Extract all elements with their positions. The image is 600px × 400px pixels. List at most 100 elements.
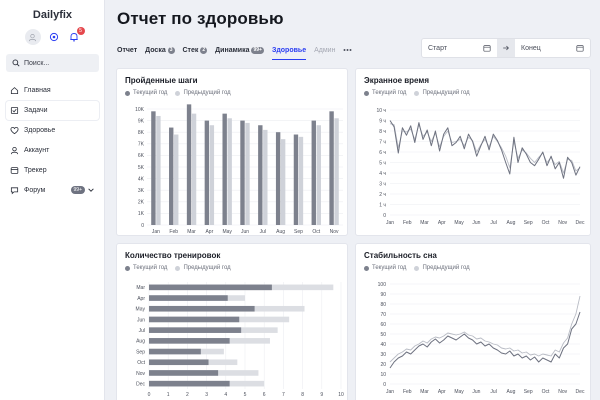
legend-previous: Предыдущий год [414,90,470,96]
y-tick-label: Jul [139,328,145,334]
tab-stack[interactable]: Стек 2 [183,43,208,57]
y-tick-label: 5K [138,165,145,171]
x-tick-label: 7 [282,392,285,398]
y-tick-label: 10 [380,372,386,378]
x-tick-label: 1 [167,392,170,398]
bar-current [149,359,209,366]
sidebar-item-label: Здоровье [24,127,56,134]
bar-current [149,284,272,291]
y-tick-label: Mar [136,285,145,291]
end-date-placeholder: Конец [521,44,541,52]
chart-title: Экранное время [364,76,429,85]
x-tick-label: Nov [330,229,339,235]
tab-bar: Отчет Доска 3 Стек 2 Динамика 99+ Здоровье … [117,43,352,60]
bar-current [186,104,192,225]
y-tick-label: Oct [137,360,145,366]
x-tick-label: Aug [276,229,285,235]
x-tick-label: Feb [403,389,412,395]
sidebar-top-icons: 5 [0,27,105,45]
page-title: Отчет по здоровью [117,9,284,28]
y-tick-label: 0 [383,382,386,388]
end-date-field[interactable]: Конец [515,39,590,57]
y-tick-label: 4 ч [379,171,386,177]
x-tick-label: Dec [576,220,585,226]
sidebar-item-account[interactable]: Аккаунт [6,141,99,160]
y-tick-label: 2 ч [379,192,386,198]
x-tick-label: Jan [152,229,160,235]
tab-report[interactable]: Отчет [117,43,137,57]
notification-badge: 5 [76,27,85,35]
y-tick-label: Dec [136,381,145,387]
x-tick-label: Aug [506,220,515,226]
legend-dot [414,265,420,271]
more-tabs-button[interactable] [343,43,352,57]
x-tick-label: Dec [576,389,585,395]
tab-board[interactable]: Доска 3 [145,43,175,57]
chart-title: Количество тренировок [125,251,221,260]
x-tick-label: 5 [244,392,247,398]
x-tick-label: Mar [420,389,429,395]
sidebar-item-home[interactable]: Главная [6,81,99,100]
sleep-stability-chart-card: Стабильность сна Текущий год Предыдущий … [355,243,591,400]
y-tick-label: 9 ч [379,118,386,124]
chart-legend: Текущий год Предыдущий год [364,265,470,271]
tab-label: Доска [145,46,166,54]
bar-current [222,113,227,225]
account-icon [10,146,19,155]
y-tick-label: 6 ч [379,150,386,156]
sidebar-item-tracker[interactable]: Трекер [6,161,99,180]
y-tick-label: 60 [380,322,386,328]
legend-current: Текущий год [364,90,406,96]
x-tick-label: Jan [386,389,394,395]
tracker-icon [10,167,19,174]
x-tick-label: Jun [241,229,249,235]
tab-label: Здоровье [271,46,307,54]
sidebar-item-health[interactable]: Здоровье [6,121,99,140]
start-date-field[interactable]: Старт [422,39,497,57]
chevron-down-icon[interactable] [87,186,95,194]
bar-current [149,348,201,355]
y-tick-label: Apr [137,296,145,302]
sidebar-item-tasks[interactable]: Задачи [6,101,99,120]
bar-current [240,120,245,225]
y-tick-label: 90 [380,292,386,298]
tab-health[interactable]: Здоровье [271,43,307,60]
tab-dynamics[interactable]: Динамика 99+ [215,43,264,57]
x-tick-label: Apr [205,229,213,235]
app-logo: Dailyfix [32,9,73,21]
x-tick-label: 2 [186,392,189,398]
start-date-placeholder: Старт [428,44,448,52]
x-tick-label: Mar [187,229,196,235]
x-tick-label: 6 [263,392,266,398]
sidebar-item-label: Форум [24,187,46,194]
bar-current [258,125,263,225]
tab-label: Отчет [117,46,138,54]
y-tick-label: 100 [378,282,387,288]
y-tick-label: 5 ч [379,160,386,166]
tab-label: Динамика [215,46,250,54]
avatar[interactable] [24,29,41,45]
bar-current [311,120,316,225]
x-tick-label: 8 [301,392,304,398]
legend-dot [175,90,181,96]
notifications-button[interactable]: 5 [67,27,85,44]
x-tick-label: Jul [490,389,496,395]
search-input[interactable] [24,59,94,67]
bar-previous [191,113,197,225]
x-tick-label: May [222,229,232,235]
x-tick-label: 9 [320,392,323,398]
y-tick-label: 50 [380,332,386,338]
sidebar: Dailyfix 5 Главная Задачи Здоровье [0,0,105,400]
tab-badge: 3 [167,46,175,54]
sidebar-item-forum[interactable]: Форум 99+ [6,181,99,200]
bar-previous [280,139,286,225]
y-tick-label: Aug [136,339,145,345]
x-tick-label: May [454,220,464,226]
legend-previous: Предыдущий год [175,90,231,96]
x-tick-label: Jun [472,389,480,395]
bar-current [275,132,281,225]
bar-previous [209,125,215,225]
sidebar-item-label: Трекер [24,167,47,174]
user-icon [28,33,37,41]
settings-button[interactable] [47,30,61,44]
